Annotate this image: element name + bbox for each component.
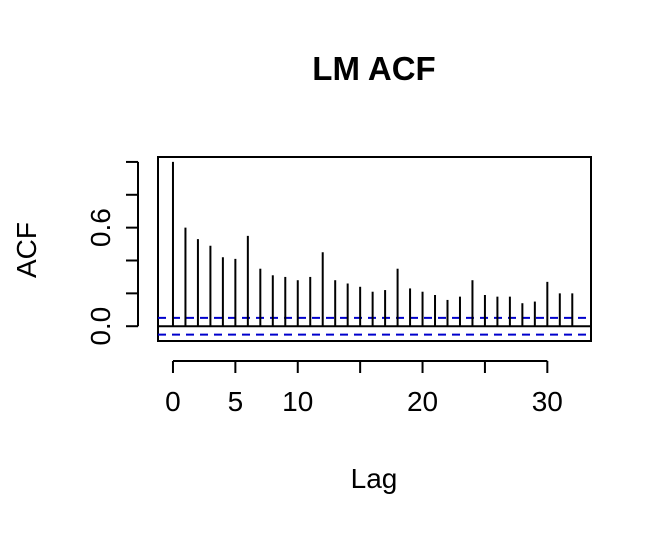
plot-frame [157, 156, 592, 342]
y-axis-label: ACF [11, 222, 42, 278]
x-tick-label-20: 20 [407, 386, 438, 417]
y-tick-label-0: 0.0 [85, 307, 116, 346]
x-tick-label-10: 10 [282, 386, 313, 417]
y-tick-label-0.6: 0.6 [85, 208, 116, 247]
chart-title: LM ACF [312, 50, 435, 87]
x-tick-label-5: 5 [228, 386, 244, 417]
x-tick-label-30: 30 [532, 386, 563, 417]
x-tick-label-0: 0 [165, 386, 181, 417]
x-axis-label: Lag [351, 463, 398, 494]
plot-area: 0 5 10 20 30 0.0 0.6 [85, 156, 592, 417]
